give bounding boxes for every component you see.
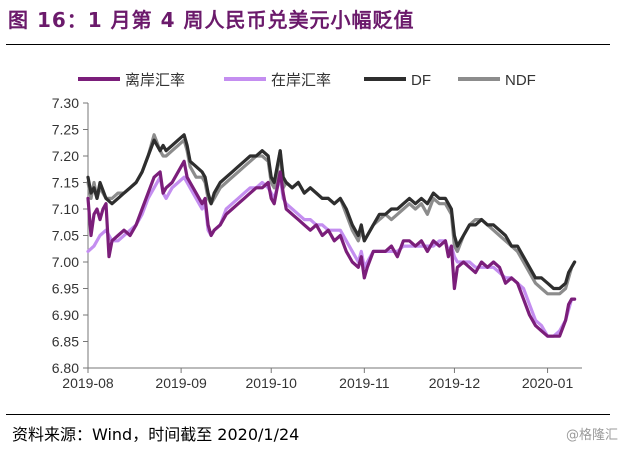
x-tick-label: 2019-11 [339,375,390,391]
exchange-rate-chart: 7.30 7.25 7.20 7.15 7.10 7.05 7.00 6.95 6.90 6.85… [52,72,582,391]
y-tick-label: 7.30 [52,95,79,111]
y-tick-label: 7.05 [52,228,79,244]
x-tick-label: 2019-12 [429,375,481,391]
axis-layer: 7.30 7.25 7.20 7.15 7.10 7.05 7.00 6.95 6.90 6.85… [52,95,582,391]
y-tick-label: 7.10 [52,201,79,217]
legend-label-3: DF [411,72,431,89]
watermark: @格隆汇 [565,428,618,443]
x-tick-label: 2020-01 [522,375,574,391]
y-tick-label: 7.15 [52,175,79,191]
y-tick-label: 7.00 [52,254,79,270]
figure-title: 图 16：1 月第 4 周人民币兑美元小幅贬值 [8,8,415,32]
legend-label-1: 离岸汇率 [125,72,185,89]
x-tick-label: 2019-09 [155,375,207,391]
source-divider [6,414,610,415]
series-line-1 [86,159,577,338]
series-layer [86,133,577,338]
y-tick-label: 6.85 [52,334,79,350]
title-divider [6,44,610,45]
y-tick-label: 6.90 [52,307,79,323]
series-line-3 [86,133,577,291]
series-line-2 [86,175,577,338]
y-tick-label: 6.80 [52,360,79,376]
x-tick-label: 2019-08 [62,375,114,391]
legend: 离岸汇率 在岸汇率 DF NDF [78,72,536,89]
legend-label-2: 在岸汇率 [271,72,331,89]
y-tick-label: 7.20 [52,148,79,164]
legend-label-4: NDF [505,72,536,89]
y-tick-label: 7.25 [52,122,79,138]
source-note: 资料来源：Wind，时间截至 2020/1/24 [12,425,300,444]
y-tick-label: 6.95 [52,281,79,297]
x-tick-label: 2019-10 [246,375,298,391]
